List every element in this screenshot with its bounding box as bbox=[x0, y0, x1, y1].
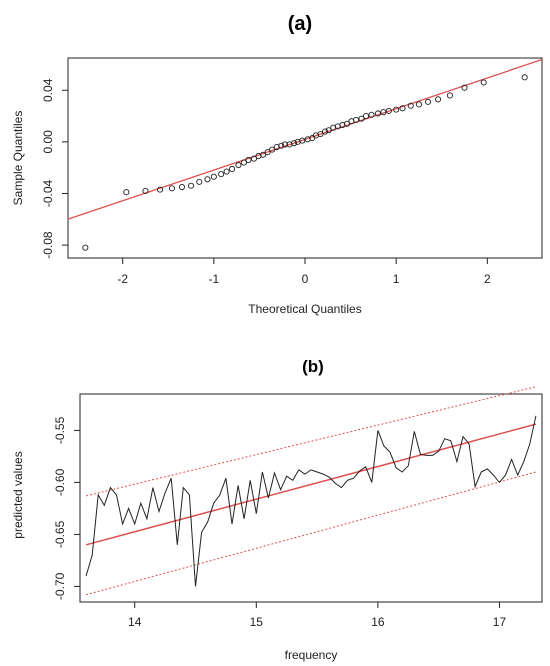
qq-point bbox=[188, 182, 195, 189]
qq-x-tick-label: -2 bbox=[117, 272, 128, 286]
prediction-x-axis-label: frequency bbox=[285, 648, 338, 662]
qq-x-tick-label: 1 bbox=[393, 272, 400, 286]
prediction-x-tick-label: 17 bbox=[493, 615, 507, 629]
qq-point bbox=[399, 105, 406, 112]
qq-point bbox=[380, 109, 387, 116]
prediction-y-axis: -0.70 -0.65 -0.60 -0.55 bbox=[53, 416, 80, 600]
qq-y-axis-label: Sample Quantiles bbox=[11, 111, 25, 206]
qq-point bbox=[269, 146, 276, 153]
qq-point bbox=[363, 113, 370, 120]
qq-point bbox=[291, 140, 298, 147]
qq-point bbox=[260, 151, 267, 158]
qq-point bbox=[281, 141, 288, 148]
qq-point bbox=[235, 162, 242, 169]
prediction-y-tick-label: -0.65 bbox=[53, 520, 67, 548]
qq-point bbox=[218, 171, 225, 178]
qq-point bbox=[229, 165, 236, 173]
qq-point bbox=[204, 176, 211, 183]
qq-point bbox=[461, 84, 468, 91]
qq-point bbox=[317, 131, 324, 138]
qq-point bbox=[223, 168, 230, 175]
qq-point bbox=[480, 79, 487, 86]
prediction-y-tick-label: -0.70 bbox=[53, 572, 67, 600]
prediction-x-tick-label: 14 bbox=[128, 615, 142, 629]
qq-plot-panel: (a) -2 -1 0 1 2 -0.08 -0.04 0.00 0.04 Theoretic… bbox=[11, 13, 543, 316]
qq-point bbox=[352, 116, 360, 123]
qq-point bbox=[415, 101, 422, 108]
panel-a-title: (a) bbox=[288, 13, 312, 35]
prediction-x-axis: 14 15 16 17 bbox=[128, 602, 506, 629]
prediction-x-tick-label: 16 bbox=[371, 615, 385, 629]
panel-b-title: (b) bbox=[302, 357, 324, 376]
qq-point bbox=[178, 183, 185, 191]
qq-point bbox=[374, 110, 381, 117]
qq-point bbox=[278, 142, 285, 149]
qq-y-tick-label: -0.08 bbox=[41, 231, 55, 259]
qq-point bbox=[425, 98, 432, 105]
qq-points bbox=[82, 74, 528, 251]
qq-point bbox=[123, 189, 130, 196]
qq-point bbox=[196, 178, 203, 185]
upper-band-line bbox=[85, 386, 537, 497]
qq-point bbox=[142, 187, 149, 194]
qq-point bbox=[521, 74, 528, 81]
qq-point bbox=[264, 149, 271, 156]
qq-x-tick-label: 0 bbox=[302, 272, 309, 286]
prediction-y-tick-label: -0.55 bbox=[53, 416, 67, 444]
qq-point bbox=[407, 102, 414, 109]
qq-y-tick-label: -0.04 bbox=[41, 179, 55, 207]
fit-line bbox=[85, 423, 537, 546]
qq-point bbox=[245, 156, 252, 163]
qq-point bbox=[385, 107, 392, 114]
qq-y-tick-label: 0.04 bbox=[41, 78, 55, 102]
predicted-values-line bbox=[85, 415, 537, 587]
qq-point bbox=[240, 159, 247, 166]
lower-band-line bbox=[85, 471, 537, 596]
prediction-y-tick-label: -0.60 bbox=[53, 468, 67, 496]
qq-point bbox=[446, 92, 453, 99]
prediction-plot-area bbox=[79, 393, 543, 603]
qq-x-axis-label: Theoretical Quantiles bbox=[248, 302, 361, 316]
qq-point bbox=[322, 128, 329, 135]
prediction-y-axis-label: predicted values bbox=[11, 451, 25, 538]
qq-point bbox=[210, 173, 217, 180]
qq-x-tick-label: 2 bbox=[484, 272, 491, 286]
qq-point bbox=[157, 186, 164, 193]
qq-point bbox=[325, 127, 332, 134]
prediction-panel: (b) 14 15 16 17 -0.70 -0.65 -0.60 -0.55 freque… bbox=[11, 357, 543, 662]
prediction-x-tick-label: 15 bbox=[250, 615, 264, 629]
qq-point bbox=[299, 137, 306, 144]
qq-point bbox=[368, 111, 375, 118]
qq-point bbox=[393, 106, 400, 113]
qq-point bbox=[168, 185, 175, 192]
qq-point bbox=[435, 96, 442, 103]
qq-point bbox=[250, 155, 258, 162]
qq-plot-area bbox=[67, 57, 543, 259]
qq-x-axis: -2 -1 0 1 2 bbox=[117, 258, 491, 286]
qq-y-axis: -0.08 -0.04 0.00 0.04 bbox=[41, 78, 68, 259]
qq-x-tick-label: -1 bbox=[209, 272, 220, 286]
qq-y-tick-label: 0.00 bbox=[41, 130, 55, 154]
qq-point bbox=[358, 115, 365, 122]
qq-point bbox=[343, 120, 350, 127]
qq-point bbox=[82, 244, 89, 251]
